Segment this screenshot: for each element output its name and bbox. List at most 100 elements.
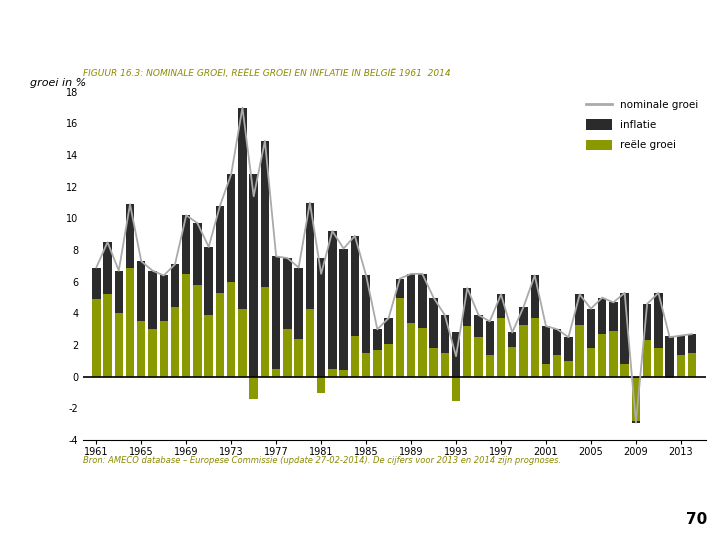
Bar: [384, 318, 393, 343]
Bar: [418, 328, 426, 377]
Bar: [294, 267, 303, 339]
Bar: [362, 275, 370, 353]
Bar: [238, 309, 247, 377]
Bar: [204, 247, 213, 315]
Bar: [631, 421, 640, 423]
Bar: [249, 377, 258, 399]
Bar: [452, 333, 460, 377]
Bar: [362, 353, 370, 377]
Bar: [688, 334, 696, 353]
Bar: [160, 275, 168, 321]
Bar: [148, 271, 157, 329]
Bar: [182, 274, 191, 377]
Bar: [418, 274, 426, 328]
Bar: [227, 174, 235, 282]
Bar: [531, 275, 539, 318]
Bar: [137, 321, 145, 377]
Bar: [306, 309, 314, 377]
Text: groei in %: groei in %: [30, 78, 86, 89]
Bar: [441, 315, 449, 353]
Bar: [193, 223, 202, 285]
Legend: nominale groei, inflatie, reële groei: nominale groei, inflatie, reële groei: [582, 95, 703, 154]
Bar: [609, 302, 618, 331]
Bar: [238, 107, 247, 309]
Bar: [272, 369, 280, 377]
Bar: [452, 377, 460, 401]
Bar: [272, 256, 280, 369]
Bar: [429, 298, 438, 348]
Bar: [137, 261, 145, 321]
Bar: [283, 329, 292, 377]
Bar: [126, 267, 134, 377]
Bar: [261, 141, 269, 287]
Bar: [575, 294, 584, 325]
Bar: [654, 348, 662, 377]
Bar: [171, 265, 179, 307]
Bar: [384, 343, 393, 377]
Bar: [339, 248, 348, 370]
Bar: [216, 293, 224, 377]
Bar: [587, 309, 595, 348]
Bar: [463, 288, 472, 326]
Bar: [553, 355, 562, 377]
Bar: [621, 293, 629, 364]
Bar: [171, 307, 179, 377]
Bar: [497, 294, 505, 318]
Bar: [441, 353, 449, 377]
Bar: [643, 304, 652, 340]
Bar: [564, 337, 572, 361]
Bar: [317, 377, 325, 393]
Bar: [395, 298, 404, 377]
Bar: [261, 287, 269, 377]
Text: FIGUUR 16.3: NOMINALE GROEI, REËLE GROEI EN INFLATIE IN BELGIË 1961  2014: FIGUUR 16.3: NOMINALE GROEI, REËLE GROEI…: [83, 69, 451, 78]
Bar: [541, 364, 550, 377]
Bar: [114, 271, 123, 313]
Bar: [587, 348, 595, 377]
Bar: [328, 369, 336, 377]
Bar: [182, 215, 191, 274]
Bar: [474, 315, 482, 337]
Bar: [317, 258, 325, 377]
Text: © S. COSAERT, A. DECOSTER & T. PROOST
UNIVERSITAIRE PERS LEUVEN: © S. COSAERT, A. DECOSTER & T. PROOST UN…: [525, 513, 673, 526]
Text: Bron: AMECO database – Europese Commissie (update 27-02-2014). De cijfers voor 2: Bron: AMECO database – Europese Commissi…: [83, 456, 561, 465]
Bar: [541, 326, 550, 364]
Bar: [621, 364, 629, 377]
Bar: [531, 318, 539, 377]
Bar: [508, 347, 516, 377]
Bar: [227, 282, 235, 377]
Text: 16 – HET BBP DOORHEEN TIJD EN RUIMTE: 16 – HET BBP DOORHEEN TIJD EN RUIMTE: [199, 513, 474, 526]
Bar: [294, 339, 303, 377]
Bar: [126, 204, 134, 267]
Bar: [148, 329, 157, 377]
Bar: [598, 298, 606, 334]
Bar: [677, 335, 685, 355]
Bar: [249, 174, 258, 377]
Bar: [204, 315, 213, 377]
Bar: [677, 355, 685, 377]
Bar: [351, 335, 359, 377]
Text: 70: 70: [686, 512, 707, 527]
Bar: [395, 279, 404, 298]
Bar: [519, 325, 528, 377]
Bar: [429, 348, 438, 377]
Bar: [306, 202, 314, 309]
Bar: [609, 331, 618, 377]
Bar: [339, 370, 348, 377]
Bar: [160, 321, 168, 377]
Bar: [654, 293, 662, 348]
Bar: [688, 353, 696, 377]
Bar: [631, 377, 640, 421]
Bar: [553, 329, 562, 355]
Bar: [114, 313, 123, 377]
Bar: [485, 355, 494, 377]
Bar: [564, 361, 572, 377]
Bar: [351, 236, 359, 335]
Bar: [497, 318, 505, 377]
Bar: [463, 326, 472, 377]
Bar: [407, 323, 415, 377]
Bar: [598, 334, 606, 377]
Bar: [216, 206, 224, 293]
Bar: [643, 340, 652, 377]
Bar: [508, 333, 516, 347]
Bar: [92, 267, 101, 299]
